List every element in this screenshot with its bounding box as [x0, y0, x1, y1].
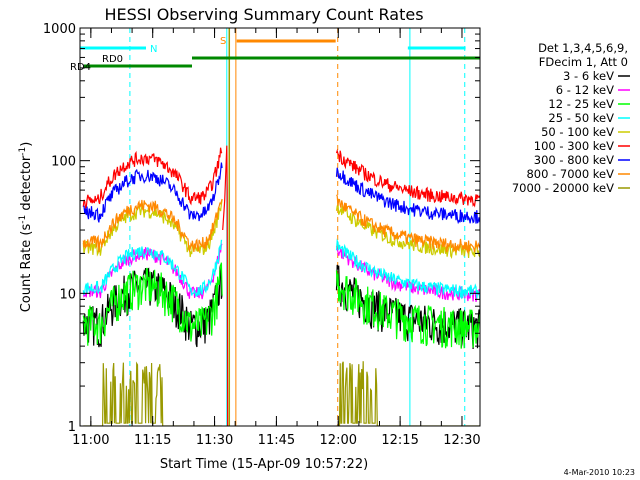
- y-axis: 1 10 100 1000: [43, 22, 480, 435]
- legend-entry-label: 50 - 100 keV: [541, 125, 614, 139]
- series-line: [83, 162, 223, 223]
- x-tick-label: 12:00: [320, 433, 357, 448]
- y-tick-label: 100: [51, 155, 76, 170]
- flag-label: S: [220, 36, 226, 47]
- legend-entry-label: 100 - 300 keV: [534, 139, 614, 153]
- x-tick-label: 11:45: [258, 433, 295, 448]
- legend-entry-label: 12 - 25 keV: [548, 97, 614, 111]
- x-tick-label: 11:15: [134, 433, 171, 448]
- y-label-part: Count Rate (s: [19, 224, 34, 313]
- series-line: [222, 145, 229, 426]
- chart-title: HESSI Observing Summary Count Rates: [104, 5, 423, 24]
- series-line: [335, 167, 480, 225]
- series-line: [336, 361, 480, 426]
- x-tick-label: 12:30: [443, 433, 480, 448]
- x-axis: 11:00 11:15 11:30 11:45 12:00 12:15 12:30: [72, 28, 481, 448]
- series-line: [82, 198, 223, 253]
- x-axis-label: Start Time (15-Apr-09 10:57:22): [160, 457, 368, 472]
- series-line: [82, 262, 223, 346]
- series-line: [336, 194, 480, 255]
- legend-entry-label: 25 - 50 keV: [548, 111, 614, 125]
- y-label-sup: -1: [18, 215, 28, 224]
- y-tick-label: 1: [68, 420, 76, 435]
- series-line: [335, 203, 480, 260]
- y-tick-label: 10: [59, 287, 76, 302]
- y-tick-label: 1000: [43, 22, 76, 37]
- legend-entry-label: 300 - 800 keV: [534, 153, 614, 167]
- legend-header: Det 1,3,4,5,6,9,: [538, 41, 628, 55]
- series-line: [82, 147, 223, 210]
- y-label-part: ): [19, 142, 34, 147]
- x-tick-label: 11:30: [196, 433, 233, 448]
- y-label-part: detector: [19, 155, 34, 215]
- flag-label: RD0: [102, 54, 123, 65]
- y-axis-label: Count Rate (s-1 detector-1): [18, 142, 34, 313]
- y-label-sup: -1: [18, 147, 28, 156]
- series-line: [82, 239, 223, 298]
- series-line: [335, 148, 480, 208]
- legend-entry-label: 3 - 6 keV: [563, 69, 614, 83]
- legend-header: FDecim 1, Att 0: [539, 55, 628, 69]
- series-line: [335, 238, 480, 300]
- x-tick-label: 12:15: [381, 433, 418, 448]
- footer-date: 4-Mar-2010 10:23: [564, 468, 635, 477]
- plot-frame: [79, 27, 481, 427]
- legend-entry-label: 800 - 7000 keV: [526, 167, 614, 181]
- legend-entry-label: 7000 - 20000 keV: [512, 181, 614, 195]
- flag-label: N: [150, 44, 157, 55]
- x-tick-label: 11:00: [72, 433, 109, 448]
- series-line: [335, 270, 480, 349]
- legend: Det 1,3,4,5,6,9,FDecim 1, Att 03 - 6 keV…: [512, 41, 630, 195]
- legend-entry-label: 6 - 12 keV: [556, 83, 614, 97]
